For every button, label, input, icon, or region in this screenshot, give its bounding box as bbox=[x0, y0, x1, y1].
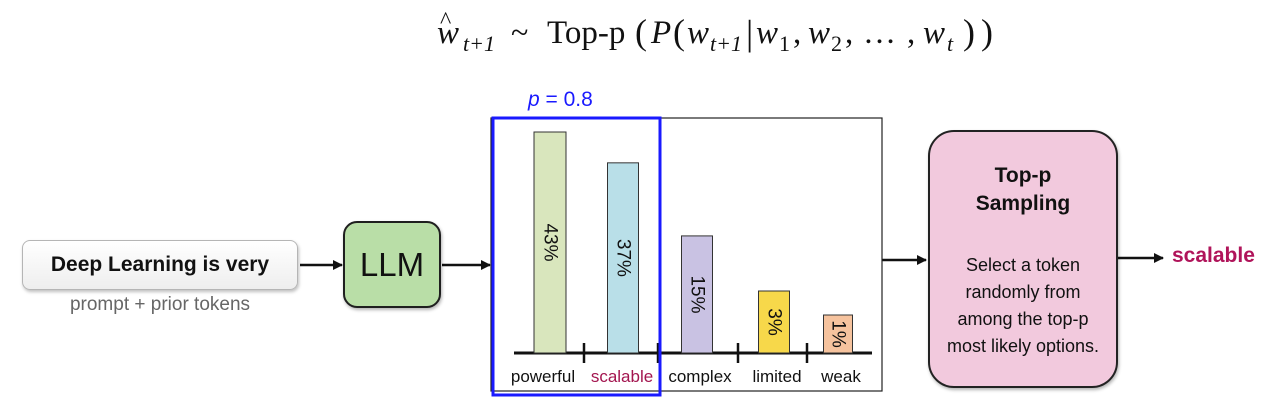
bar-limited bbox=[758, 290, 790, 354]
formula-w-hat: w bbox=[437, 15, 459, 51]
sampling-formula: ^ w t+1 ~ Top-p ( P ( w t+1 | w 1 , w 2 … bbox=[437, 8, 993, 56]
prompt-text: Deep Learning is very bbox=[50, 253, 270, 276]
chart-frame bbox=[490, 117, 883, 392]
top-p-sampling-box: Top-p Sampling Select a token randomly f… bbox=[928, 130, 1118, 388]
bar-value-label: 15% bbox=[687, 275, 708, 313]
formula-sub-a: t+1 bbox=[710, 31, 742, 56]
formula-comma3: , bbox=[907, 15, 915, 51]
formula-w-b: w bbox=[756, 15, 778, 51]
sampler-title-2: Sampling bbox=[975, 192, 1071, 215]
bar-value-label: 3% bbox=[764, 308, 785, 336]
bar-value-label: 37% bbox=[613, 239, 634, 277]
formula-lparen2: ( bbox=[673, 12, 685, 52]
formula-topp: Top-p bbox=[547, 15, 625, 51]
formula-w-c: w bbox=[808, 15, 830, 51]
formula-w-d: w bbox=[923, 15, 945, 51]
prompt-caption: prompt + prior tokens bbox=[69, 294, 251, 315]
threshold-label: p = 0.8 bbox=[528, 88, 593, 112]
formula-tilde: ~ bbox=[511, 14, 528, 50]
formula-P: P bbox=[650, 15, 671, 51]
category-label-scalable: scalable bbox=[591, 367, 653, 386]
formula-w-a: w bbox=[687, 15, 709, 51]
bar-value-label: 43% bbox=[540, 223, 561, 261]
bar-powerful bbox=[533, 131, 567, 354]
sampler-desc-line: most likely options. bbox=[946, 336, 1100, 356]
formula-hat: ^ bbox=[440, 8, 451, 34]
formula-bar: | bbox=[746, 13, 753, 53]
sampler-desc-line: randomly from bbox=[965, 282, 1081, 302]
llm-box: LLM bbox=[343, 221, 441, 308]
formula-rparen2: ) bbox=[981, 12, 993, 52]
threshold-value: = 0.8 bbox=[545, 88, 593, 111]
prompt-box: Deep Learning is very bbox=[22, 240, 298, 290]
top-p-highlight-box bbox=[491, 116, 662, 397]
bar-value-label: 1% bbox=[828, 320, 849, 348]
formula-lparen: ( bbox=[635, 12, 647, 52]
formula-dots: … bbox=[863, 15, 896, 51]
category-label-weak: weak bbox=[820, 367, 861, 386]
sampler-title-1: Top-p bbox=[994, 164, 1052, 187]
formula-comma1: , bbox=[793, 15, 801, 51]
formula-sub-d: t bbox=[947, 31, 954, 56]
bar-weak bbox=[823, 314, 853, 354]
sampler-desc-line: among the top-p bbox=[957, 309, 1089, 329]
threshold-p: p bbox=[528, 88, 540, 111]
output-token: scalable bbox=[1172, 244, 1255, 267]
sampler-description: Select a token randomly from among the t… bbox=[930, 252, 1116, 360]
bar-complex bbox=[681, 235, 713, 354]
category-label-limited: limited bbox=[752, 367, 801, 386]
sampler-desc-line: Select a token bbox=[965, 255, 1081, 275]
formula-sub-t1: t+1 bbox=[463, 31, 495, 56]
formula-sub-c: 2 bbox=[831, 31, 842, 56]
formula-comma2: , bbox=[845, 15, 853, 51]
formula-rparen: ) bbox=[963, 12, 975, 52]
category-label-powerful: powerful bbox=[511, 367, 575, 386]
bar-scalable bbox=[607, 162, 639, 354]
formula-sub-b: 1 bbox=[779, 31, 790, 56]
llm-label: LLM bbox=[359, 245, 425, 283]
category-label-complex: complex bbox=[668, 367, 732, 386]
